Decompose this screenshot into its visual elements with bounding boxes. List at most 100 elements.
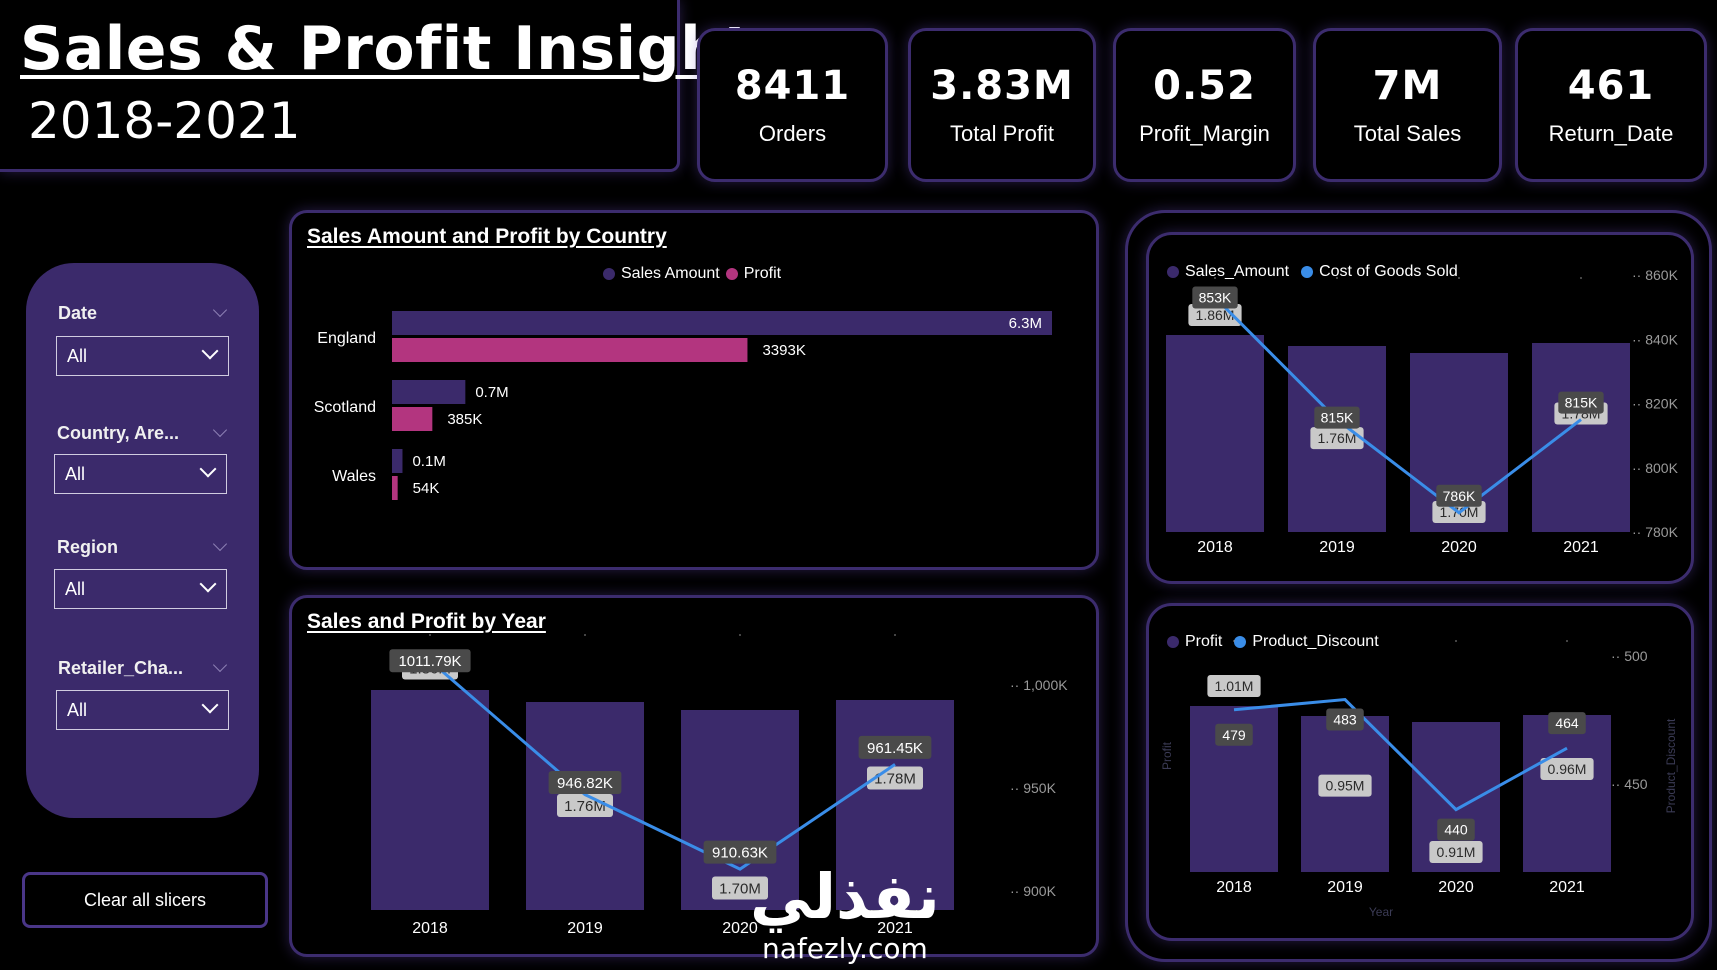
y2-tick-label: ·· 450: [1611, 776, 1648, 792]
data-label: 54K: [413, 480, 440, 497]
data-label: 385K: [447, 411, 482, 428]
slicer-title: Region: [57, 537, 118, 557]
kpi-label: Total Profit: [950, 121, 1054, 146]
data-label: 483: [1333, 712, 1357, 728]
data-label-box: [1436, 484, 1482, 507]
data-label-box: [1326, 708, 1364, 731]
slicer-dropdown[interactable]: All: [54, 454, 227, 494]
chart-panel-cogs: Sales_Amount Cost of Goods Sold 1.86M 201…: [1146, 232, 1694, 584]
data-label-box: [1314, 406, 1360, 429]
bar: [371, 690, 489, 910]
legend-swatch: [1167, 636, 1179, 648]
data-label: 1.76M: [564, 798, 606, 815]
bar: [1166, 335, 1264, 532]
data-label: 0.96M: [1548, 761, 1587, 777]
bar-profit: [392, 476, 398, 500]
x-tick-label: 2018: [412, 920, 448, 937]
data-label: 946.82K: [557, 775, 613, 792]
page-subtitle-years: 2018-2021: [28, 92, 301, 150]
data-label: 815K: [1565, 395, 1598, 411]
kpi-card-profit-margin: 0.52 Profit_Margin: [1113, 28, 1296, 182]
data-label: 1.86M: [1196, 307, 1235, 323]
slicer-dropdown[interactable]: All: [56, 690, 229, 730]
legend-label: Cost of Goods Sold: [1319, 263, 1458, 280]
legend-swatch: [1301, 266, 1314, 278]
data-label-box: [703, 840, 777, 864]
legend-swatch: [1167, 266, 1179, 278]
data-label: 0.1M: [412, 453, 445, 470]
x-tick-label: 2018: [1216, 879, 1252, 896]
y-axis-label: Profit: [1160, 741, 1174, 770]
y2-tick-label: ·· 840K: [1632, 331, 1679, 347]
slicer-value: All: [65, 579, 86, 599]
legend-label: Sales Amount: [621, 265, 720, 282]
slicer-value: All: [67, 700, 88, 720]
data-label: 6.3M: [1009, 315, 1042, 332]
x-tick-label: 2019: [1319, 539, 1355, 556]
slicer-value: All: [67, 346, 88, 366]
series-line: [1213, 296, 1582, 515]
data-label-box: [1207, 675, 1261, 697]
category-label: Wales: [332, 468, 376, 485]
kpi-value: 8411: [734, 63, 851, 109]
data-label: 464: [1555, 715, 1579, 731]
y2-tick-label: ·· 1,000K: [1010, 677, 1068, 693]
data-label: 961.45K: [867, 740, 923, 757]
chevron-down-icon[interactable]: [212, 536, 228, 552]
data-label-box: [1540, 758, 1594, 780]
chevron-down-icon: [201, 342, 219, 360]
kpi-label: Return_Date: [1548, 121, 1674, 146]
kpi-value: 3.83M: [930, 63, 1074, 109]
slicer-dropdown[interactable]: All: [54, 569, 227, 609]
chevron-down-icon[interactable]: [212, 302, 228, 318]
data-label: 479: [1222, 727, 1246, 743]
bar-sales-amount: [392, 380, 466, 404]
legend-label: Profit: [743, 265, 782, 282]
watermark-arabic: نفذلي: [750, 860, 940, 933]
chart-panel-discount: Profit Product_Discount 1.01M 2018 0.95M 20…: [1146, 603, 1694, 941]
chevron-down-icon: [199, 460, 217, 478]
watermark-logo: نفذلي nafezly.com: [740, 860, 980, 970]
chart-title: Sales and Profit by Year: [307, 610, 546, 633]
chevron-down-icon[interactable]: [212, 422, 228, 438]
y2-axis-label: Product_Discount: [1664, 718, 1678, 813]
x-tick-label: 2021: [1549, 879, 1585, 896]
data-label-box: [1548, 712, 1586, 735]
kpi-card-orders: 8411 Orders: [697, 28, 888, 182]
chart-legend: Sales_Amount Cost of Goods Sold: [1167, 263, 1458, 281]
slicer-panel: Date All Country, Are... All Region All …: [26, 263, 259, 818]
chart-legend: Profit Product_Discount: [1167, 633, 1379, 651]
bar-profit: [392, 338, 748, 362]
kpi-card-total-profit: 3.83M Total Profit: [908, 28, 1096, 182]
slicer-dropdown[interactable]: All: [56, 336, 229, 376]
chevron-down-icon: [201, 696, 219, 714]
data-label-box: [1558, 391, 1604, 414]
watermark-latin: nafezly.com: [762, 932, 928, 965]
slicer-title: Country, Are...: [57, 423, 180, 443]
chevron-down-icon[interactable]: [212, 657, 228, 673]
x-axis-label: Year: [1369, 905, 1393, 919]
x-tick-label: 2020: [1441, 539, 1477, 556]
data-label-box: [1215, 723, 1253, 746]
slicer-value: All: [65, 464, 86, 484]
kpi-label: Orders: [758, 121, 827, 146]
data-label: 0.91M: [1437, 844, 1476, 860]
clear-all-slicers-button[interactable]: Clear all slicers: [22, 872, 268, 928]
data-label: 786K: [1443, 488, 1476, 504]
data-label: 853K: [1199, 290, 1232, 306]
page-title: Sales & Profit Insights: [20, 14, 789, 84]
bar-profit: [392, 407, 433, 431]
data-label-box: [548, 771, 622, 795]
kpi-card-total-sales: 7M Total Sales: [1313, 28, 1502, 182]
series-line: [429, 659, 896, 871]
category-label: Scotland: [314, 399, 376, 416]
y2-tick-label: ·· 820K: [1632, 396, 1679, 412]
data-label: 1.76M: [1318, 430, 1357, 446]
x-tick-label: 2021: [877, 920, 913, 937]
data-label: 1011.79K: [398, 653, 461, 670]
x-tick-label: 2019: [567, 920, 603, 937]
chart-legend: Sales Amount Profit: [603, 265, 781, 283]
bar-sales-amount: [392, 311, 1052, 335]
chart-title: Sales Amount and Profit by Country: [307, 225, 667, 248]
series-line: [1233, 697, 1568, 812]
